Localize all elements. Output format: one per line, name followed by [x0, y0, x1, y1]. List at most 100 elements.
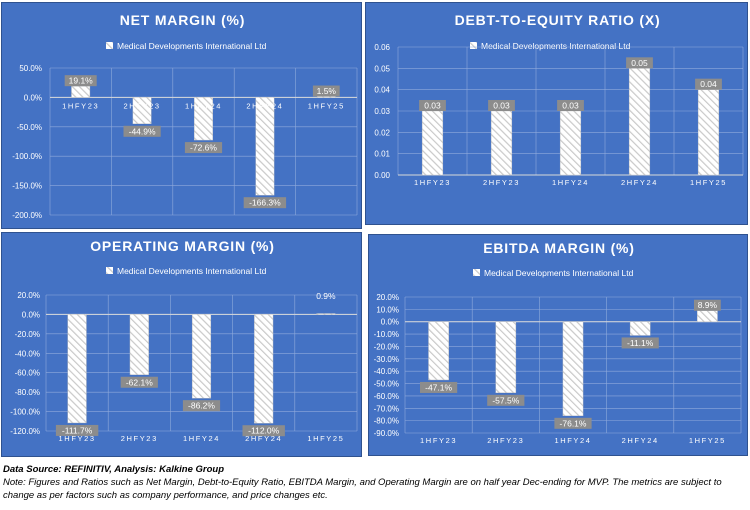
y-tick-label: 0.0%	[24, 93, 42, 102]
legend-label: Medical Developments International Ltd	[117, 266, 267, 276]
x-tick-label: 1HFY24	[183, 434, 220, 443]
bar	[495, 321, 517, 394]
y-tick-label: -40.0%	[374, 367, 399, 376]
data-label: 0.05	[631, 58, 648, 68]
data-label: 8.9%	[698, 300, 718, 310]
y-tick-label: -10.0%	[374, 330, 399, 339]
data-label-box	[55, 424, 99, 436]
data-label-box	[182, 400, 221, 412]
footer-note: Note: Figures and Ratios such as Net Mar…	[3, 477, 722, 501]
data-label-box	[621, 337, 659, 349]
data-label: 0.03	[493, 101, 510, 111]
x-tick-label: 2HFY23	[483, 178, 520, 187]
data-label: 0.03	[424, 101, 441, 111]
y-tick-label: -100.0%	[10, 408, 40, 417]
y-tick-label: 0.06	[374, 43, 390, 52]
data-label: -86.2%	[188, 401, 215, 411]
data-label-box	[420, 381, 458, 393]
data-label-box	[419, 100, 446, 111]
y-tick-label: 0.04	[374, 86, 390, 95]
bar	[67, 314, 87, 424]
operating-margin-panel: OPERATING MARGIN (%) Medical Developments…	[1, 232, 362, 457]
y-tick-label: 0.00	[374, 171, 390, 180]
bar	[132, 97, 152, 125]
debt-to-equity-panel: DEBT-TO-EQUITY RATIO (X) Medical Developm…	[365, 2, 748, 225]
x-tick-label: 1HFY23	[420, 436, 457, 445]
bar	[628, 68, 651, 176]
x-tick-label: 2HFY24	[246, 101, 283, 110]
y-tick-label: -70.0%	[374, 404, 399, 413]
bar	[194, 97, 213, 141]
x-tick-label: 2HFY23	[487, 436, 524, 445]
operating-margin-chart: OPERATING MARGIN (%) Medical Developments…	[10, 238, 358, 443]
data-label: -62.1%	[126, 377, 153, 387]
data-source: Data Source: REFINITIV, Analysis: Kalkin…	[3, 464, 225, 475]
data-label-box	[64, 75, 97, 87]
y-tick-label: 0.02	[374, 128, 390, 137]
y-tick-label: -20.0%	[374, 342, 399, 351]
bar	[697, 310, 718, 322]
chart-title: NET MARGIN (%)	[120, 12, 246, 28]
x-tick-label: 1HFY24	[552, 178, 589, 187]
y-tick-label: 20.0%	[376, 293, 399, 302]
data-label: -166.3%	[249, 198, 281, 208]
data-label: -76.1%	[560, 418, 587, 428]
legend-label: Medical Developments International Ltd	[484, 268, 634, 278]
bar	[254, 314, 274, 424]
x-tick-label: 1HFY23	[62, 101, 99, 110]
data-label: -47.1%	[425, 382, 452, 392]
y-tick-label: 0.05	[374, 64, 390, 73]
x-tick-label: 2HFY23	[121, 434, 158, 443]
data-label: 0.04	[700, 79, 717, 89]
ebitda-margin-panel: EBITDA MARGIN (%) Medical Developments In…	[368, 234, 748, 456]
data-label: 0.9%	[316, 291, 336, 301]
y-tick-label: -20.0%	[15, 330, 40, 339]
x-tick-label: 1HFY25	[308, 101, 345, 110]
bar	[316, 96, 336, 98]
data-label: -112.0%	[248, 426, 279, 436]
data-label-box	[312, 85, 340, 97]
bar	[559, 110, 582, 176]
legend-swatch	[106, 267, 113, 274]
bar	[490, 110, 513, 176]
x-tick-label: 1HFY23	[414, 178, 451, 187]
y-tick-label: -50.0%	[374, 380, 399, 389]
y-tick-label: -200.0%	[12, 211, 42, 220]
y-tick-label: -60.0%	[374, 392, 399, 401]
data-label-box	[184, 142, 223, 154]
ebitda-margin-chart: EBITDA MARGIN (%) Medical Developments In…	[374, 240, 742, 445]
bar	[562, 321, 584, 417]
footer: Data Source: REFINITIV, Analysis: Kalkin…	[3, 463, 747, 502]
data-label-box	[695, 78, 722, 90]
x-tick-label: 2HFY24	[245, 434, 282, 443]
x-tick-label: 2HFY24	[622, 436, 659, 445]
data-label: 19.1%	[69, 76, 94, 86]
y-tick-label: 0.01	[374, 150, 390, 159]
debt-to-equity-chart: DEBT-TO-EQUITY RATIO (X) Medical Developm…	[374, 12, 744, 187]
x-tick-label: 1HFY24	[554, 436, 591, 445]
x-tick-label: 2HFY24	[621, 178, 658, 187]
legend-swatch	[106, 42, 113, 49]
chart-title: OPERATING MARGIN (%)	[90, 238, 275, 254]
y-tick-label: 10.0%	[376, 305, 399, 314]
data-label: -11.1%	[627, 338, 654, 348]
data-label: -57.5%	[492, 395, 519, 405]
legend-label: Medical Developments International Ltd	[481, 41, 631, 51]
x-tick-label: 1HFY25	[689, 436, 726, 445]
y-tick-label: -30.0%	[374, 355, 399, 364]
y-tick-label: -80.0%	[15, 388, 40, 397]
x-tick-label: 1HFY24	[185, 101, 222, 110]
x-tick-label: 2HFY23	[124, 101, 161, 110]
bar	[697, 89, 720, 176]
y-tick-label: 0.0%	[22, 310, 40, 319]
data-label: 0.03	[562, 101, 579, 111]
y-tick-label: -40.0%	[15, 349, 40, 358]
data-label-box	[626, 57, 653, 69]
y-tick-label: -100.0%	[12, 152, 42, 161]
y-tick-label: -60.0%	[15, 369, 40, 378]
net-margin-panel: NET MARGIN (%) Medical Developments Inter…	[1, 2, 362, 229]
y-tick-label: -50.0%	[17, 123, 42, 132]
bar	[255, 97, 275, 196]
data-label-box	[487, 394, 525, 406]
data-label-box	[242, 425, 285, 437]
